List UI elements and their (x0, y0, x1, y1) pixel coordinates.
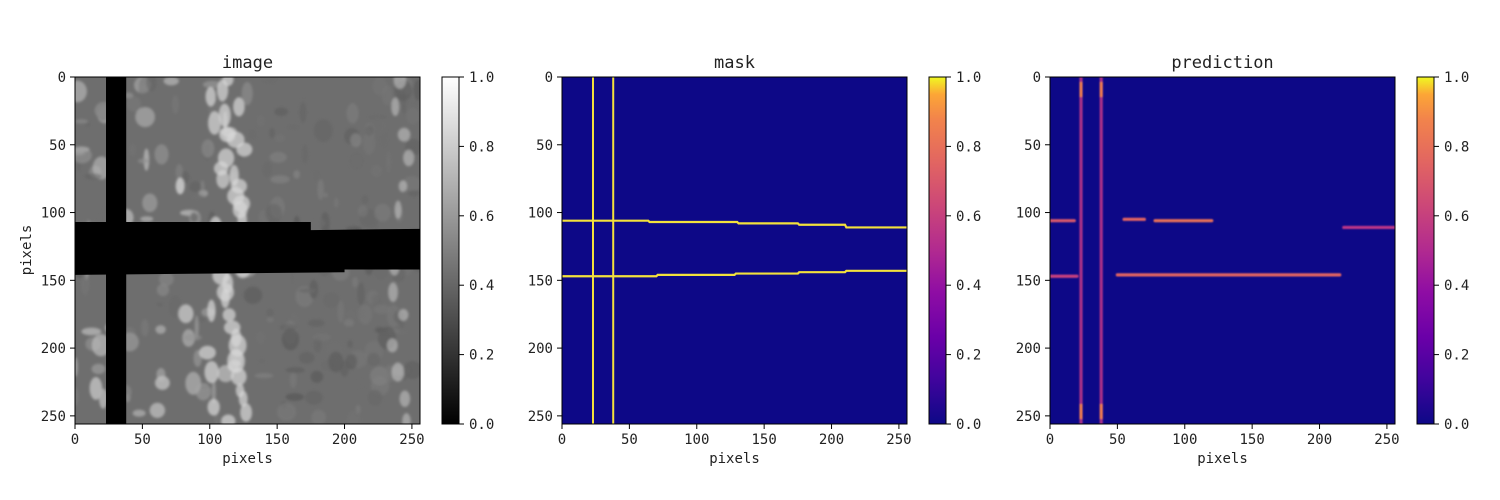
colorbar-tick-label: 0.8 (1444, 139, 1469, 155)
y-tick-label: 0 (1033, 70, 1041, 86)
mask-heatmap (562, 77, 907, 424)
colorbar-gradient (928, 76, 947, 425)
colorbar-tick-label: 0.2 (1444, 348, 1469, 364)
colorbar-gradient (1416, 76, 1435, 425)
image-title: image (222, 53, 273, 73)
colorbar-tick-label: 1.0 (469, 70, 494, 86)
x-tick-label: 200 (1307, 432, 1332, 448)
mask-bottom-edge (562, 269, 907, 278)
colorbar-tick-label: 0.0 (469, 417, 494, 433)
mask-xlabel: pixels (709, 451, 760, 467)
prediction-colorbar: 0.0 0.2 0.4 0.6 0.8 1.0 (1416, 70, 1469, 433)
y-tick-label: 200 (41, 341, 66, 357)
colorbar-tick-label: 0.6 (956, 209, 981, 225)
x-tick-label: 50 (621, 432, 638, 448)
y-tick-label: 50 (536, 138, 553, 154)
y-tick-label: 150 (1016, 273, 1041, 289)
mask-top-edge (562, 219, 907, 229)
y-tick-label: 0 (58, 70, 66, 86)
x-tick-label: 0 (558, 432, 566, 448)
prediction-panel: prediction 0 50 100 150 200 250 0 50 100 150 200 25… (1016, 53, 1470, 467)
x-tick-label: 150 (265, 432, 290, 448)
prediction-xlabel: pixels (1197, 451, 1248, 467)
image-ylabel: pixels (19, 225, 35, 276)
colorbar-tick-label: 0.0 (956, 417, 981, 433)
axes-frame (74, 76, 421, 425)
colorbar-tick-label: 0.6 (1444, 209, 1469, 225)
y-tick-label: 100 (41, 206, 66, 222)
x-tick-label: 100 (1172, 432, 1197, 448)
colorbar-tick-label: 0.4 (956, 278, 981, 294)
y-tick-label: 150 (41, 273, 66, 289)
y-tick-label: 250 (528, 409, 553, 425)
x-tick-label: 50 (1109, 432, 1126, 448)
x-tick-label: 100 (684, 432, 709, 448)
image-heatmap (75, 77, 420, 424)
x-tick-label: 100 (197, 432, 222, 448)
colorbar-gradient (441, 76, 460, 425)
colorbar-tick-label: 0.8 (956, 139, 981, 155)
heatmap-background (1050, 77, 1395, 424)
colorbar-tick-label: 1.0 (1444, 70, 1469, 86)
mask-axes: 0 50 100 150 200 250 0 50 100 150 200 250 (528, 70, 912, 448)
x-tick-label: 150 (1240, 432, 1265, 448)
colorbar-tick-label: 0.2 (469, 348, 494, 364)
colorbar-tick-label: 1.0 (956, 70, 981, 86)
colorbar-tick-label: 0.0 (1444, 417, 1469, 433)
colorbar-tick-label: 0.2 (956, 348, 981, 364)
x-tick-label: 0 (1046, 432, 1054, 448)
y-tick-label: 250 (1016, 409, 1041, 425)
prediction-heatmap (1050, 77, 1395, 424)
axes-frame (561, 76, 908, 425)
heatmap-background (562, 77, 907, 424)
x-tick-label: 250 (886, 432, 911, 448)
y-tick-label: 50 (49, 138, 66, 154)
x-tick-label: 200 (819, 432, 844, 448)
prediction-axes: 0 50 100 150 200 250 0 50 100 150 200 250 (1016, 70, 1400, 448)
y-tick-label: 100 (528, 206, 553, 222)
y-tick-label: 50 (1024, 138, 1041, 154)
image-xlabel: pixels (222, 451, 273, 467)
y-tick-label: 200 (1016, 341, 1041, 357)
x-tick-label: 50 (134, 432, 151, 448)
x-tick-label: 150 (752, 432, 777, 448)
y-tick-label: 0 (545, 70, 553, 86)
image-axes: 0 50 100 150 200 250 0 50 100 150 200 250 (41, 70, 425, 448)
colorbar-tick-label: 0.8 (469, 139, 494, 155)
colorbar-tick-label: 0.4 (1444, 278, 1469, 294)
image-panel: image 0 50 100 150 200 250 0 50 100 150 200 250 pix… (19, 53, 494, 467)
prediction-title: prediction (1171, 53, 1273, 73)
x-tick-label: 250 (1374, 432, 1399, 448)
axes-frame (1049, 76, 1396, 425)
y-tick-label: 150 (528, 273, 553, 289)
x-tick-label: 0 (71, 432, 79, 448)
y-tick-label: 100 (1016, 206, 1041, 222)
mask-title: mask (714, 53, 755, 73)
colorbar-tick-label: 0.6 (469, 209, 494, 225)
mask-panel: mask 0 50 100 150 200 250 0 50 100 150 200 250 pixe… (528, 53, 982, 467)
x-tick-label: 250 (399, 432, 424, 448)
mask-colorbar: 0.0 0.2 0.4 0.6 0.8 1.0 (928, 70, 981, 433)
y-tick-label: 250 (41, 409, 66, 425)
y-tick-label: 200 (528, 341, 553, 357)
horizontal-occlusion-band (75, 222, 420, 275)
image-colorbar: 0.0 0.2 0.4 0.6 0.8 1.0 (441, 70, 494, 433)
x-tick-label: 200 (332, 432, 357, 448)
colorbar-tick-label: 0.4 (469, 278, 494, 294)
